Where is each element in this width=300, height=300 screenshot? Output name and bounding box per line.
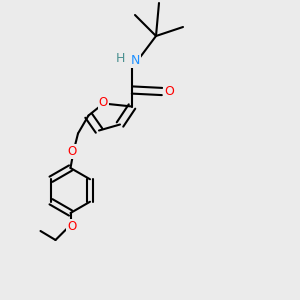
Text: O: O <box>68 145 76 158</box>
Text: N: N <box>130 53 140 67</box>
Text: O: O <box>68 220 76 233</box>
Text: O: O <box>165 85 174 98</box>
Text: H: H <box>115 52 125 65</box>
Text: O: O <box>99 95 108 109</box>
